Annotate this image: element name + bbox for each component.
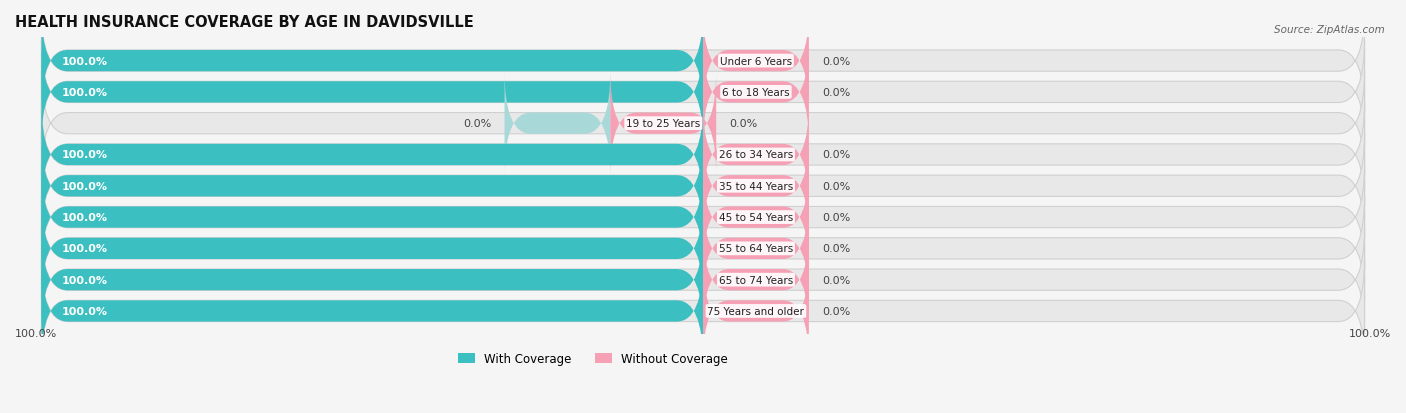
FancyBboxPatch shape bbox=[41, 228, 1365, 332]
Text: 0.0%: 0.0% bbox=[823, 306, 851, 316]
FancyBboxPatch shape bbox=[41, 228, 703, 332]
Text: 35 to 44 Years: 35 to 44 Years bbox=[718, 181, 793, 191]
FancyBboxPatch shape bbox=[41, 72, 1365, 176]
Text: 75 Years and older: 75 Years and older bbox=[707, 306, 804, 316]
Text: 100.0%: 100.0% bbox=[62, 150, 107, 160]
Text: 0.0%: 0.0% bbox=[823, 57, 851, 66]
Text: 26 to 34 Years: 26 to 34 Years bbox=[718, 150, 793, 160]
Text: 100.0%: 100.0% bbox=[62, 181, 107, 191]
FancyBboxPatch shape bbox=[41, 103, 703, 207]
FancyBboxPatch shape bbox=[41, 166, 1365, 269]
Text: 0.0%: 0.0% bbox=[823, 213, 851, 223]
Text: 100.0%: 100.0% bbox=[15, 329, 58, 339]
Text: 0.0%: 0.0% bbox=[730, 119, 758, 129]
FancyBboxPatch shape bbox=[41, 259, 1365, 363]
Text: 100.0%: 100.0% bbox=[62, 275, 107, 285]
Text: Source: ZipAtlas.com: Source: ZipAtlas.com bbox=[1274, 25, 1385, 35]
Text: 0.0%: 0.0% bbox=[823, 181, 851, 191]
FancyBboxPatch shape bbox=[703, 9, 808, 113]
FancyBboxPatch shape bbox=[41, 103, 1365, 207]
FancyBboxPatch shape bbox=[703, 228, 808, 332]
Text: 45 to 54 Years: 45 to 54 Years bbox=[718, 213, 793, 223]
Text: 0.0%: 0.0% bbox=[463, 119, 491, 129]
Text: 55 to 64 Years: 55 to 64 Years bbox=[718, 244, 793, 254]
FancyBboxPatch shape bbox=[41, 197, 703, 301]
Text: 100.0%: 100.0% bbox=[62, 244, 107, 254]
Text: 100.0%: 100.0% bbox=[62, 57, 107, 66]
FancyBboxPatch shape bbox=[703, 103, 808, 207]
FancyBboxPatch shape bbox=[703, 259, 808, 363]
FancyBboxPatch shape bbox=[41, 135, 1365, 238]
FancyBboxPatch shape bbox=[703, 197, 808, 301]
Text: Under 6 Years: Under 6 Years bbox=[720, 57, 792, 66]
FancyBboxPatch shape bbox=[505, 72, 610, 176]
Text: 0.0%: 0.0% bbox=[823, 244, 851, 254]
Text: 65 to 74 Years: 65 to 74 Years bbox=[718, 275, 793, 285]
FancyBboxPatch shape bbox=[41, 9, 703, 113]
FancyBboxPatch shape bbox=[41, 259, 703, 363]
FancyBboxPatch shape bbox=[41, 41, 1365, 145]
Text: 19 to 25 Years: 19 to 25 Years bbox=[626, 119, 700, 129]
Text: 100.0%: 100.0% bbox=[62, 88, 107, 97]
Text: 0.0%: 0.0% bbox=[823, 150, 851, 160]
Text: 0.0%: 0.0% bbox=[823, 275, 851, 285]
Text: 100.0%: 100.0% bbox=[62, 306, 107, 316]
FancyBboxPatch shape bbox=[703, 41, 808, 145]
FancyBboxPatch shape bbox=[41, 41, 703, 145]
Text: 0.0%: 0.0% bbox=[823, 88, 851, 97]
FancyBboxPatch shape bbox=[703, 166, 808, 269]
FancyBboxPatch shape bbox=[41, 9, 1365, 113]
Text: 6 to 18 Years: 6 to 18 Years bbox=[723, 88, 790, 97]
Legend: With Coverage, Without Coverage: With Coverage, Without Coverage bbox=[453, 348, 733, 370]
FancyBboxPatch shape bbox=[703, 135, 808, 238]
FancyBboxPatch shape bbox=[41, 166, 703, 269]
Text: 100.0%: 100.0% bbox=[1348, 329, 1391, 339]
FancyBboxPatch shape bbox=[610, 72, 716, 176]
Text: HEALTH INSURANCE COVERAGE BY AGE IN DAVIDSVILLE: HEALTH INSURANCE COVERAGE BY AGE IN DAVI… bbox=[15, 15, 474, 30]
Text: 100.0%: 100.0% bbox=[62, 213, 107, 223]
FancyBboxPatch shape bbox=[41, 197, 1365, 301]
FancyBboxPatch shape bbox=[41, 135, 703, 238]
